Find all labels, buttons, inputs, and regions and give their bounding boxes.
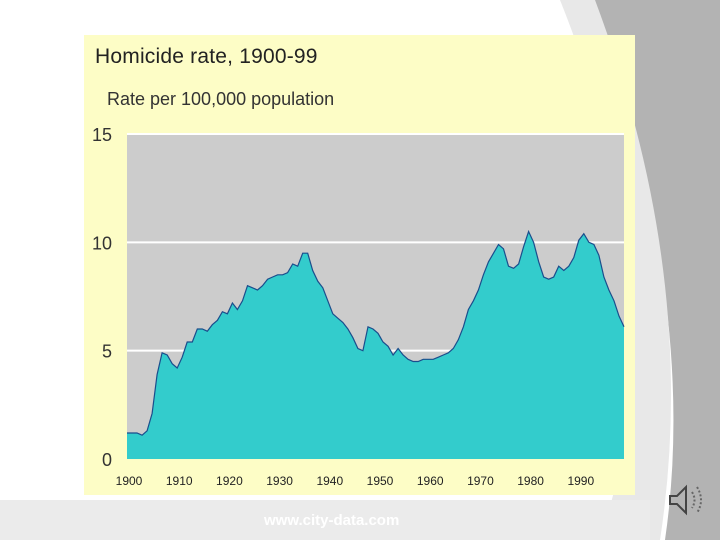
series-area <box>127 231 624 459</box>
y-tick-label: 0 <box>102 450 112 470</box>
series-line <box>127 229 625 436</box>
x-tick-label: 1980 <box>517 474 544 488</box>
x-tick-label: 1970 <box>467 474 494 488</box>
swoosh-light <box>560 0 672 540</box>
swoosh-dark <box>590 0 720 540</box>
x-tick-label: 1960 <box>417 474 444 488</box>
y-tick-label: 10 <box>92 233 112 253</box>
footer-bar <box>0 500 650 540</box>
speaker-wave-2 <box>696 486 702 514</box>
x-tick-label: 1940 <box>316 474 343 488</box>
chart-subtitle: Rate per 100,000 population <box>107 89 335 109</box>
speaker-icon[interactable] <box>664 474 712 526</box>
chart-title: Homicide rate, 1900-99 <box>95 45 318 68</box>
x-tick-label: 1950 <box>367 474 394 488</box>
x-tick-label: 1990 <box>567 474 594 488</box>
y-tick-label: 15 <box>92 125 112 145</box>
x-tick-label: 1900 <box>116 474 143 488</box>
x-tick-label: 1920 <box>216 474 243 488</box>
speaker-wave-1 <box>691 491 696 509</box>
speaker-body <box>669 484 687 516</box>
y-tick-label: 5 <box>102 342 112 362</box>
x-tick-label: 1930 <box>266 474 293 488</box>
x-tick-label: 1910 <box>166 474 193 488</box>
source-url: www.city-data.com <box>264 512 400 529</box>
